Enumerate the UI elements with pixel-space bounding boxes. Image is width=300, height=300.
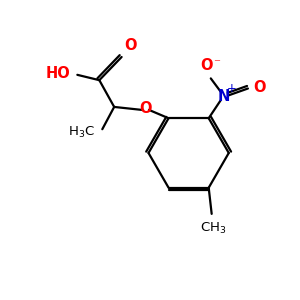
Text: +: + [226,82,236,95]
Text: N: N [218,89,230,104]
Text: O: O [253,80,266,94]
Text: H$_3$C: H$_3$C [68,124,95,140]
Text: O: O [139,101,152,116]
Text: O: O [124,38,136,53]
Text: O: O [200,58,213,73]
Text: CH$_3$: CH$_3$ [200,220,226,236]
Text: ⁻: ⁻ [213,58,220,70]
Text: HO: HO [46,66,70,81]
